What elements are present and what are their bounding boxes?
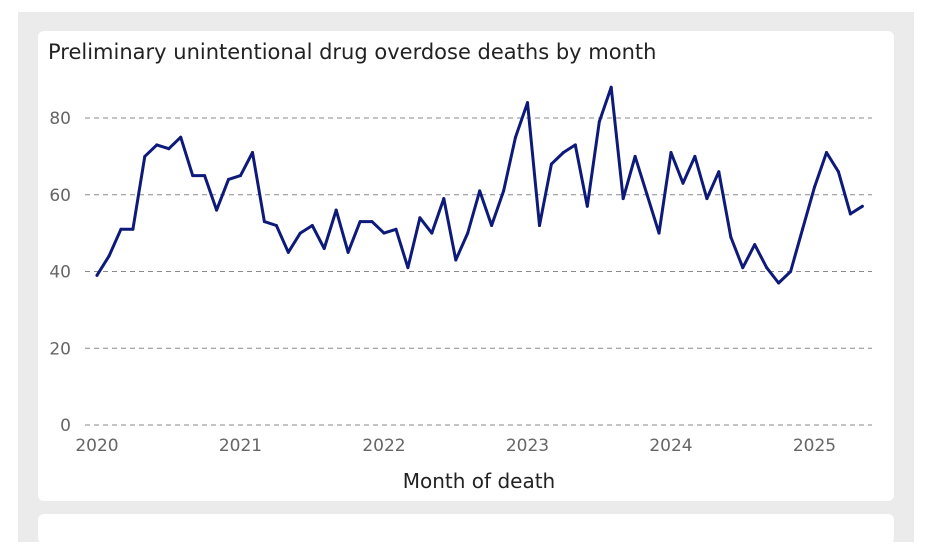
data-point xyxy=(585,204,589,208)
data-point xyxy=(250,151,254,155)
data-point xyxy=(621,197,625,201)
data-point xyxy=(478,189,482,193)
data-point xyxy=(681,181,685,185)
series-points xyxy=(95,85,864,285)
data-point xyxy=(741,266,745,270)
y-tick-label: 60 xyxy=(49,186,71,206)
data-point xyxy=(537,223,541,227)
data-point xyxy=(597,120,601,124)
data-point xyxy=(442,197,446,201)
data-point xyxy=(573,143,577,147)
data-point xyxy=(143,154,147,158)
data-point xyxy=(777,281,781,285)
data-point xyxy=(657,231,661,235)
data-point xyxy=(717,170,721,174)
y-tick-label: 0 xyxy=(60,416,71,436)
data-point xyxy=(370,220,374,224)
data-point xyxy=(801,227,805,231)
data-point xyxy=(466,231,470,235)
data-point xyxy=(286,250,290,254)
data-point xyxy=(609,85,613,89)
x-tick-label: 2022 xyxy=(362,436,405,456)
y-tick-label: 20 xyxy=(49,339,71,359)
data-point xyxy=(334,208,338,212)
x-tick-label: 2023 xyxy=(506,436,549,456)
data-point xyxy=(490,223,494,227)
line-chart: 0 20 40 60 80 2020 2021 2022 2023 2024 2025 Month… xyxy=(49,85,872,493)
x-tick-label: 2025 xyxy=(793,436,836,456)
x-axis-ticks: 2020 2021 2022 2023 2024 2025 xyxy=(75,436,836,456)
data-point xyxy=(729,235,733,239)
x-tick-label: 2024 xyxy=(649,436,692,456)
data-point xyxy=(227,177,231,181)
data-point xyxy=(454,258,458,262)
data-point xyxy=(239,174,242,178)
data-point xyxy=(549,162,553,166)
data-point xyxy=(274,223,278,227)
data-point xyxy=(789,270,793,273)
data-point xyxy=(836,170,840,174)
x-tick-label: 2020 xyxy=(75,436,118,456)
data-point xyxy=(95,273,99,277)
data-point xyxy=(215,208,219,212)
data-point xyxy=(262,220,266,224)
data-point xyxy=(765,266,769,270)
data-point xyxy=(322,246,326,250)
data-point xyxy=(107,254,111,258)
data-point xyxy=(813,185,816,189)
data-point xyxy=(382,231,386,235)
data-point xyxy=(167,147,171,151)
data-point xyxy=(191,174,195,178)
chart-title: Preliminary unintentional drug overdose … xyxy=(48,40,657,64)
data-point xyxy=(418,216,422,220)
data-point xyxy=(669,151,673,155)
data-point xyxy=(310,223,314,227)
data-point xyxy=(753,243,757,247)
data-point xyxy=(298,231,302,235)
data-point xyxy=(430,231,434,235)
data-point xyxy=(526,101,529,105)
gridlines xyxy=(85,117,872,426)
data-point xyxy=(633,154,637,158)
series-line xyxy=(95,85,864,285)
data-point xyxy=(179,135,183,139)
x-tick-label: 2021 xyxy=(219,436,262,456)
data-point xyxy=(514,135,518,139)
x-axis-title: Month of death xyxy=(403,469,555,493)
y-axis-ticks: 0 20 40 60 80 xyxy=(49,109,71,436)
data-point xyxy=(848,212,852,216)
chart-card xyxy=(38,31,894,501)
data-point xyxy=(203,174,207,178)
data-point xyxy=(358,220,362,224)
data-point xyxy=(131,227,135,231)
data-point xyxy=(119,227,123,231)
data-point xyxy=(155,143,159,147)
data-point xyxy=(860,204,864,208)
data-point xyxy=(645,193,649,197)
data-point xyxy=(394,227,398,231)
y-tick-label: 40 xyxy=(49,263,71,283)
data-point xyxy=(705,197,709,201)
data-point xyxy=(406,266,410,270)
data-point xyxy=(346,250,350,254)
y-tick-label: 80 xyxy=(49,109,71,129)
data-point xyxy=(502,189,506,193)
data-point xyxy=(561,151,565,155)
data-point xyxy=(824,151,828,155)
data-point xyxy=(693,154,697,158)
